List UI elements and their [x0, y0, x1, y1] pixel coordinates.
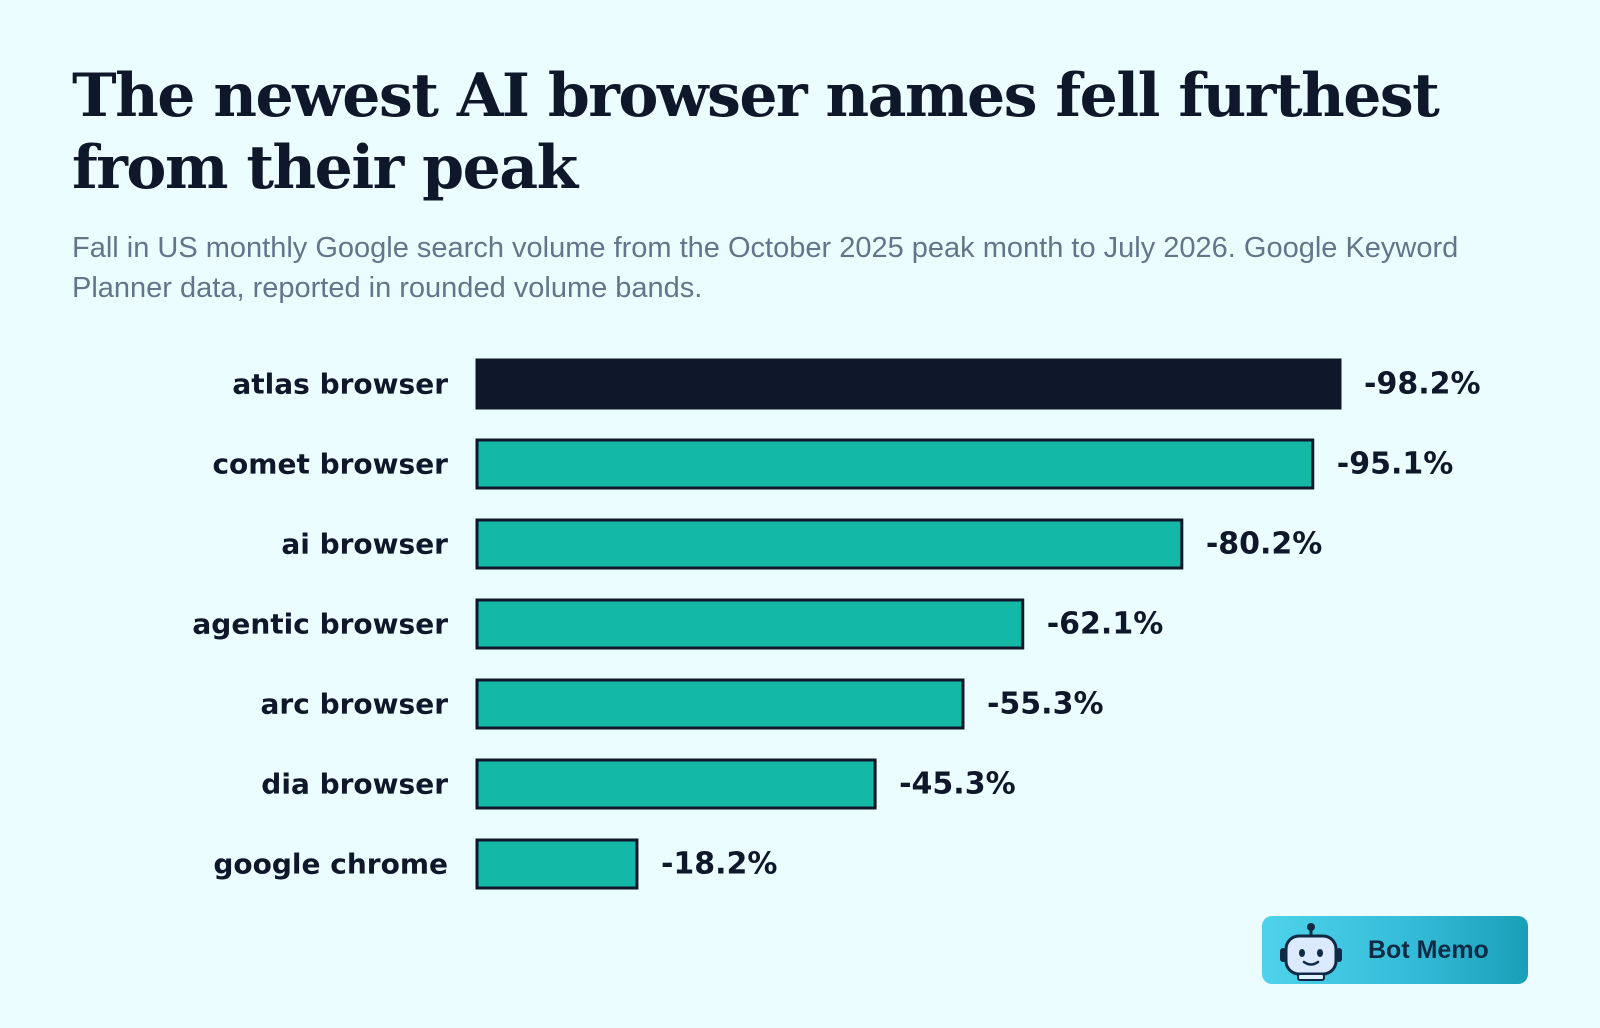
bar	[475, 758, 877, 810]
bar	[475, 678, 965, 730]
value-label: -18.2%	[661, 847, 778, 882]
bar	[475, 838, 639, 890]
category-label: ai browser	[281, 528, 448, 561]
category-label: agentic browser	[192, 608, 448, 641]
category-label: google chrome	[213, 848, 448, 881]
value-label: -55.3%	[987, 687, 1104, 722]
category-label: comet browser	[212, 448, 448, 481]
value-label: -45.3%	[899, 767, 1016, 802]
value-label: -98.2%	[1364, 367, 1481, 402]
value-label: -62.1%	[1047, 607, 1164, 642]
value-label: -95.1%	[1337, 447, 1454, 482]
robot-icon	[1280, 923, 1342, 981]
bar	[475, 358, 1342, 410]
value-label: -80.2%	[1206, 527, 1323, 562]
bar	[475, 598, 1025, 650]
category-label: dia browser	[261, 768, 448, 801]
brand-name: Bot Memo	[1368, 936, 1489, 964]
category-label: atlas browser	[232, 368, 448, 401]
chart-title: The newest AI browser names fell furthes…	[72, 61, 1440, 203]
category-label: arc browser	[261, 688, 449, 721]
bar	[475, 518, 1184, 570]
bot-memo-badge: Bot Memo	[1262, 916, 1528, 984]
chart-subtitle: Fall in US monthly Google search volume …	[72, 232, 1459, 304]
bar	[475, 438, 1315, 490]
